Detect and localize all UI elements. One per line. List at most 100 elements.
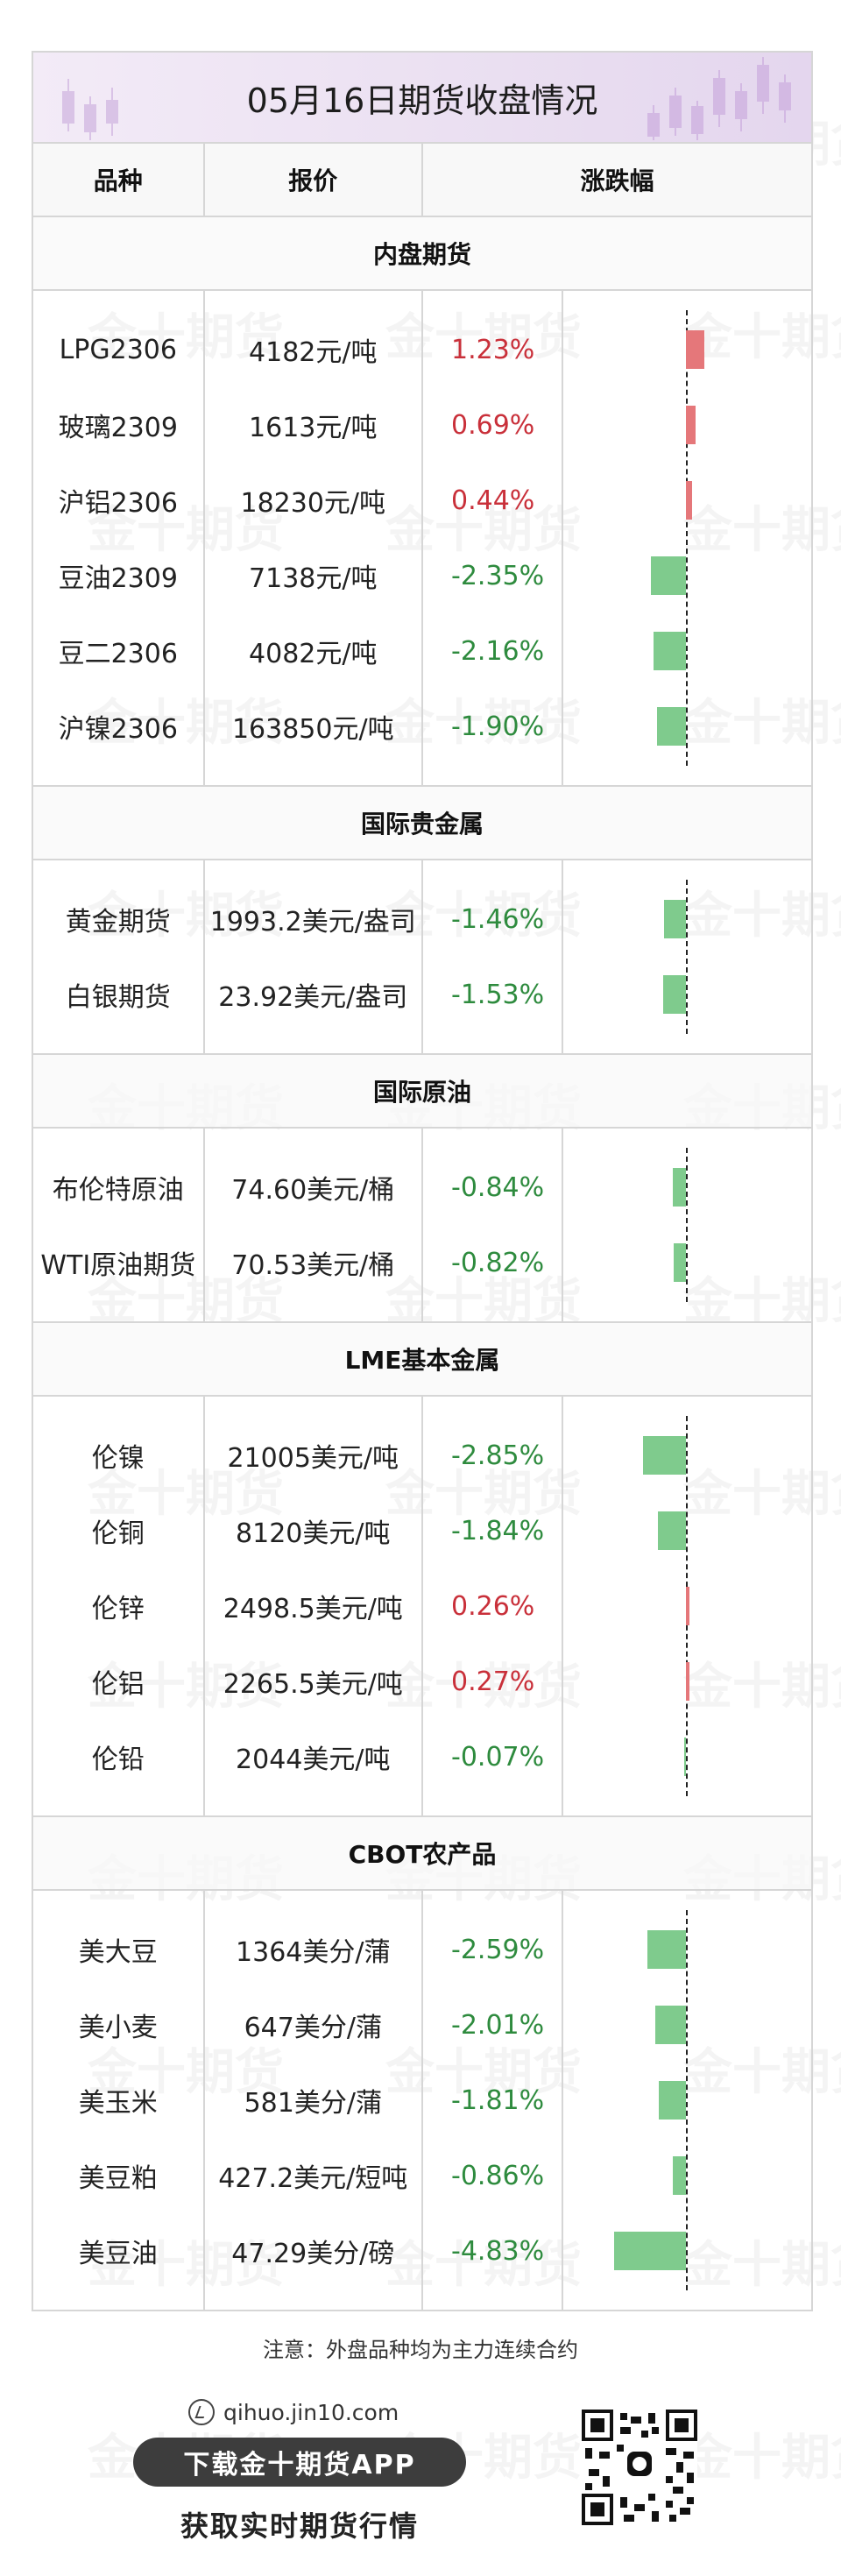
section-title: 国际原油: [33, 1055, 811, 1129]
section-body: LPG2306 玻璃2309 沪铝2306 豆油2309 豆二2306 沪镍2306 418…: [33, 291, 811, 787]
variety-cell: 美豆油: [78, 2239, 158, 2269]
header-change: 涨跌幅: [580, 166, 654, 195]
price-cell: 4082元/吨: [249, 639, 378, 669]
price-cell: 47.29美分/磅: [231, 2239, 395, 2269]
site-logo-icon: [188, 2399, 215, 2425]
price-cell: 4182元/吨: [249, 337, 378, 368]
variety-column: 美大豆 美小麦 美玉米 美豆粕 美豆油: [33, 1891, 205, 2310]
section-title: 国际贵金属: [33, 787, 811, 860]
price-cell: 21005美元/吨: [227, 1443, 399, 1474]
change-column: -2.59% -2.01% -1.81% -0.86% -4.83%: [423, 1891, 563, 2310]
price-column: 21005美元/吨 8120美元/吨 2498.5美元/吨 2265.5美元/吨 204…: [205, 1397, 423, 1815]
change-column: -1.46% -1.53%: [423, 860, 563, 1053]
variety-column: 伦镍 伦铜 伦锌 伦铝 伦铅: [33, 1397, 205, 1815]
price-cell: 427.2美元/短吨: [218, 2163, 408, 2194]
change-bar: [673, 1243, 686, 1282]
change-cell: 0.27%: [451, 1666, 535, 1697]
price-cell: 1364美分/蒲: [236, 1937, 391, 1968]
section-title: 内盘期货: [33, 217, 811, 291]
price-cell: 2498.5美元/吨: [223, 1594, 403, 1624]
price-cell: 2044美元/吨: [236, 1744, 391, 1775]
change-bar: [685, 1662, 690, 1701]
price-column: 1993.2美元/盎司 23.92美元/盎司: [205, 860, 423, 1053]
variety-cell: 豆油2309: [58, 563, 178, 594]
bar-column: [563, 1129, 811, 1321]
change-bar: [655, 2006, 686, 2044]
download-app-button[interactable]: 下载金十期货APP: [133, 2438, 466, 2487]
change-cell: -0.82%: [451, 1247, 545, 1278]
section-body: 布伦特原油 WTI原油期货 74.60美元/桶 70.53美元/桶 -0.84% -0.8…: [33, 1129, 811, 1323]
price-cell: 163850元/吨: [231, 714, 394, 745]
bar-column: [563, 291, 811, 785]
variety-column: 布伦特原油 WTI原油期货: [33, 1129, 205, 1321]
section-body: 美大豆 美小麦 美玉米 美豆粕 美豆油 1364美分/蒲 647美分/蒲 581美分/蒲 427…: [33, 1891, 811, 2310]
price-cell: 70.53美元/桶: [231, 1250, 395, 1281]
change-bar: [653, 632, 686, 670]
change-cell: -0.84%: [451, 1171, 545, 1203]
bar-column: [563, 1891, 811, 2310]
change-bar: [685, 330, 704, 369]
table-sections: 内盘期货 LPG2306 玻璃2309 沪铝2306 豆油2309 豆二2306 沪镍230…: [33, 217, 811, 2310]
zero-line: [685, 310, 688, 766]
change-cell: 0.26%: [451, 1590, 535, 1622]
candlestick-decoration-right: [647, 57, 791, 140]
variety-cell: 美玉米: [78, 2088, 158, 2119]
variety-cell: 美豆粕: [78, 2163, 158, 2194]
price-cell: 8120美元/吨: [236, 1518, 391, 1549]
change-bar: [643, 1436, 686, 1475]
change-bar: [650, 556, 686, 595]
price-cell: 1613元/吨: [249, 413, 378, 443]
footnote: 注意：外盘品种均为主力连续合约: [263, 2338, 578, 2362]
price-cell: 23.92美元/盎司: [218, 982, 408, 1013]
change-bar: [663, 900, 686, 938]
bar-column: [563, 860, 811, 1053]
change-bar: [685, 406, 696, 444]
zero-line: [685, 880, 688, 1034]
price-column: 74.60美元/桶 70.53美元/桶: [205, 1129, 423, 1321]
change-bar: [658, 1511, 686, 1550]
change-cell: -2.01%: [451, 2009, 545, 2041]
tagline: 获取实时期货行情: [180, 2509, 419, 2543]
site-url: qihuo.jin10.com: [223, 2399, 399, 2425]
variety-cell: 布伦特原油: [52, 1175, 184, 1206]
site-link[interactable]: qihuo.jin10.com: [188, 2399, 399, 2425]
variety-column: LPG2306 玻璃2309 沪铝2306 豆油2309 豆二2306 沪镍2306: [33, 291, 205, 785]
qr-code-icon: [582, 2410, 697, 2525]
change-cell: -1.53%: [451, 979, 545, 1010]
variety-cell: 伦锌: [91, 1594, 145, 1624]
header-price: 报价: [205, 144, 423, 216]
change-cell: -2.35%: [451, 560, 545, 591]
change-bar: [662, 975, 686, 1014]
futures-table-card: 05月16日期货收盘情况 品种 报价 涨跌幅 内盘期货 LPG2306 玻璃2309…: [32, 51, 813, 2311]
change-cell: -0.86%: [451, 2160, 545, 2191]
section-body: 黄金期货 白银期货 1993.2美元/盎司 23.92美元/盎司 -1.46% -1.53…: [33, 860, 811, 1055]
page-title: 05月16日期货收盘情况: [246, 81, 598, 120]
table-header: 品种 报价 涨跌幅: [33, 144, 811, 217]
section-body: 伦镍 伦铜 伦锌 伦铝 伦铅 21005美元/吨 8120美元/吨 2498.5美元/吨 226…: [33, 1397, 811, 1817]
change-cell: -1.90%: [451, 711, 545, 742]
change-cell: -2.59%: [451, 1934, 545, 1965]
price-cell: 18230元/吨: [240, 488, 386, 519]
variety-column: 黄金期货 白银期货: [33, 860, 205, 1053]
change-bar: [685, 1587, 690, 1625]
variety-cell: 白银期货: [65, 982, 171, 1013]
change-cell: 0.69%: [451, 409, 535, 441]
price-cell: 581美分/蒲: [244, 2088, 382, 2119]
footer: qihuo.jin10.com 下载金十期货APP 获取实时期货行情: [0, 2392, 841, 2576]
variety-cell: 伦铜: [91, 1518, 145, 1549]
variety-cell: 伦铅: [91, 1744, 145, 1775]
change-cell: 0.44%: [451, 485, 535, 516]
change-cell: -2.85%: [451, 1440, 545, 1471]
change-cell: -4.83%: [451, 2235, 545, 2267]
price-cell: 7138元/吨: [249, 563, 378, 594]
change-bar: [658, 2081, 686, 2120]
price-cell: 647美分/蒲: [244, 2013, 382, 2043]
variety-cell: 美小麦: [78, 2013, 158, 2043]
change-cell: 1.23%: [451, 334, 535, 365]
change-bar: [657, 707, 686, 746]
change-column: 1.23% 0.69% 0.44% -2.35% -2.16% -1.90%: [423, 291, 563, 785]
section-title: LME基本金属: [33, 1323, 811, 1397]
change-cell: -1.46%: [451, 903, 545, 935]
change-bar: [683, 1737, 686, 1776]
variety-cell: LPG2306: [59, 334, 177, 365]
